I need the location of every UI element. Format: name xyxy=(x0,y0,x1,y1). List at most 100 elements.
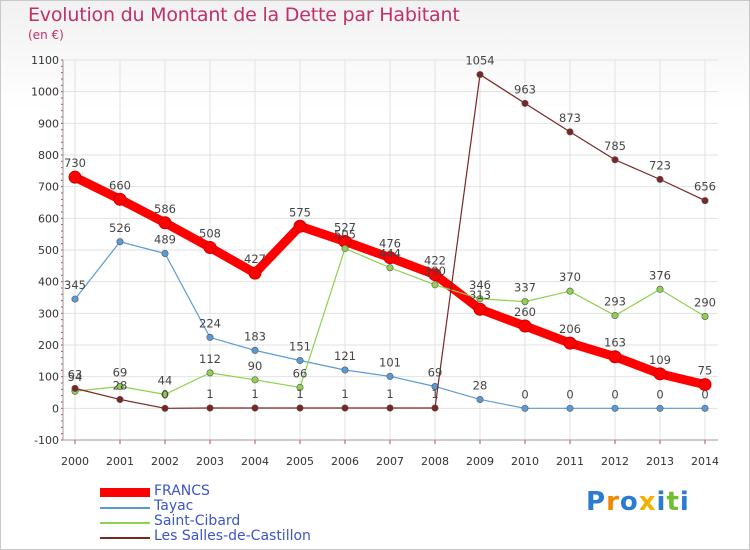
data-point xyxy=(656,404,664,412)
x-tick-label: 2002 xyxy=(151,455,179,468)
legend-label: FRANCS xyxy=(154,483,210,499)
data-point xyxy=(608,350,622,364)
data-point xyxy=(521,298,529,306)
data-point xyxy=(161,249,169,257)
data-label: 1 xyxy=(206,387,213,401)
data-label: 505 xyxy=(334,227,356,241)
data-label: 28 xyxy=(113,378,128,392)
data-label: 75 xyxy=(698,364,713,378)
data-point xyxy=(386,404,394,412)
data-labels: 7306605865084275755274764223132602061631… xyxy=(64,54,716,402)
data-point xyxy=(521,99,529,107)
data-point xyxy=(341,244,349,252)
data-label: 526 xyxy=(109,221,131,235)
y-tick-label: 300 xyxy=(38,307,59,320)
x-tick-label: 2000 xyxy=(61,455,89,468)
data-label: 508 xyxy=(199,226,221,240)
legend-label: Saint-Cibard xyxy=(154,513,241,529)
data-point xyxy=(161,404,169,412)
data-point xyxy=(431,281,439,289)
data-point xyxy=(563,336,577,350)
x-tick-label: 2006 xyxy=(331,455,359,468)
data-label: 370 xyxy=(559,270,581,284)
x-tick-label: 2008 xyxy=(421,455,449,468)
y-tick-label: -100 xyxy=(34,434,59,447)
data-point xyxy=(251,376,259,384)
data-label: 90 xyxy=(248,359,263,373)
legend-label: Tayac xyxy=(154,498,194,514)
data-label: 427 xyxy=(244,252,266,266)
x-tick-label: 2007 xyxy=(376,455,404,468)
data-point xyxy=(701,312,709,320)
data-label: 313 xyxy=(469,288,491,302)
data-label: 337 xyxy=(514,281,536,295)
data-point xyxy=(206,369,214,377)
data-point xyxy=(566,404,574,412)
data-point xyxy=(566,287,574,295)
legend-swatch xyxy=(100,488,150,497)
data-point xyxy=(68,170,82,184)
data-label: 390 xyxy=(424,264,446,278)
data-label: 422 xyxy=(424,254,446,268)
y-tick-label: 500 xyxy=(38,244,59,257)
data-label: 260 xyxy=(514,305,536,319)
data-point xyxy=(251,346,259,354)
data-point xyxy=(383,251,397,265)
data-point xyxy=(566,128,574,136)
data-label: 785 xyxy=(604,139,626,153)
data-label: 66 xyxy=(293,366,308,380)
data-label: 1054 xyxy=(465,54,494,68)
data-label: 963 xyxy=(514,82,536,96)
x-tick-label: 2005 xyxy=(286,455,314,468)
data-point xyxy=(431,404,439,412)
data-label: 0 xyxy=(566,387,573,401)
x-tick-label: 2012 xyxy=(601,455,629,468)
logo-letter: r xyxy=(606,487,620,517)
data-point xyxy=(611,156,619,164)
logo-letter: i xyxy=(679,487,690,517)
data-label: 69 xyxy=(113,365,128,379)
data-point xyxy=(113,192,127,206)
logo-letter: t xyxy=(666,487,680,517)
y-tick-label: 600 xyxy=(38,212,59,225)
data-label: 163 xyxy=(604,336,626,350)
logo-letter: i xyxy=(656,487,667,517)
data-label: 183 xyxy=(244,329,266,343)
logo-letter: P xyxy=(586,487,607,517)
series-lines xyxy=(68,71,712,412)
data-label: 206 xyxy=(559,322,581,336)
data-point xyxy=(476,295,484,303)
data-point xyxy=(473,302,487,316)
y-tick-label: 700 xyxy=(38,181,59,194)
data-label: 1 xyxy=(386,387,393,401)
data-point xyxy=(161,390,169,398)
y-tick-label: 900 xyxy=(38,117,59,130)
data-label: 376 xyxy=(649,268,671,282)
data-point xyxy=(116,395,124,403)
x-tick-label: 2013 xyxy=(646,455,674,468)
data-label: 44 xyxy=(158,373,173,387)
data-point xyxy=(71,384,79,392)
data-label: 444 xyxy=(379,247,401,261)
data-label: 290 xyxy=(694,296,716,310)
data-label: 101 xyxy=(379,355,401,369)
proxiti-logo: Proxiti xyxy=(586,487,690,517)
data-point xyxy=(296,383,304,391)
data-label: 730 xyxy=(64,156,86,170)
data-label: 1 xyxy=(341,387,348,401)
data-label: 873 xyxy=(559,111,581,125)
data-point xyxy=(203,240,217,254)
data-point xyxy=(251,404,259,412)
y-tick-label: 200 xyxy=(38,339,59,352)
data-point xyxy=(611,312,619,320)
x-tick-label: 2009 xyxy=(466,455,494,468)
data-label: 575 xyxy=(289,205,311,219)
chart-subtitle: (en €) xyxy=(28,28,64,42)
legend-swatch xyxy=(100,537,150,539)
y-tick-label: 400 xyxy=(38,276,59,289)
data-point xyxy=(293,219,307,233)
data-point xyxy=(206,404,214,412)
data-point xyxy=(386,264,394,272)
y-tick-label: 800 xyxy=(38,149,59,162)
data-point xyxy=(248,266,262,280)
